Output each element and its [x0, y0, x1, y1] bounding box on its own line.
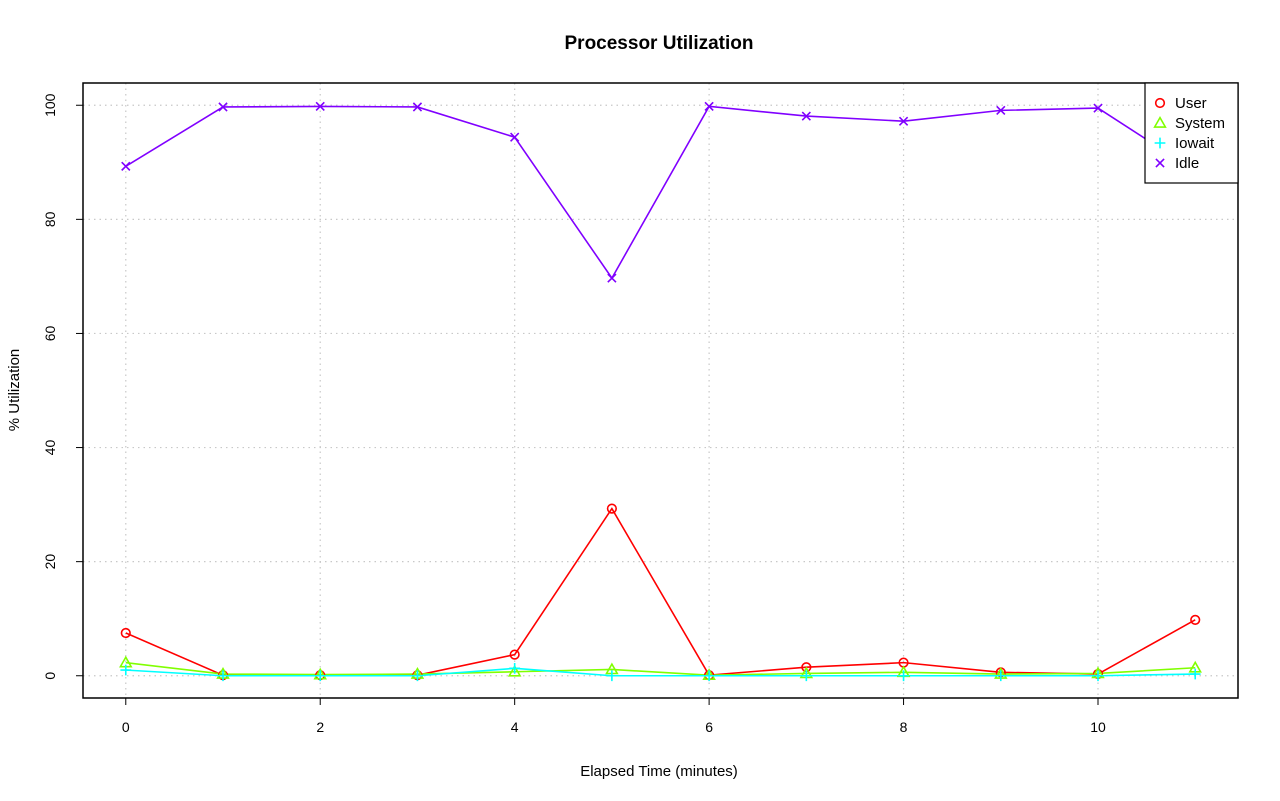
x-tick-label: 4	[511, 719, 519, 735]
x-tick-label: 2	[316, 719, 324, 735]
data-point-idle	[996, 105, 1006, 116]
data-point-iowait	[509, 662, 521, 674]
legend-marker-iowait	[1154, 137, 1166, 149]
chart-title: Processor Utilization	[565, 33, 754, 54]
series-line-idle	[125, 105, 1196, 280]
x-tick-label: 10	[1090, 719, 1106, 735]
data-point-iowait	[412, 670, 423, 682]
x-tick-label: 8	[900, 719, 908, 735]
data-point-user	[1190, 614, 1201, 625]
data-point-idle	[510, 132, 520, 142]
data-point-iowait	[1092, 670, 1104, 682]
legend-marker-system	[1153, 116, 1167, 128]
data-point-idle	[121, 161, 131, 171]
data-point-iowait	[606, 670, 618, 682]
y-tick-label: 20	[42, 554, 58, 570]
series-line-system	[125, 661, 1196, 676]
x-axis-label: Elapsed Time (minutes)	[580, 763, 738, 780]
series-line-iowait	[125, 667, 1196, 677]
data-point-idle	[315, 101, 325, 112]
y-tick-label: 80	[42, 211, 58, 227]
legend: User System Iowait Idle	[1144, 82, 1239, 184]
data-point-idle	[607, 273, 617, 283]
y-tick-label: 60	[42, 325, 58, 341]
y-tick-label: 100	[42, 93, 58, 117]
data-point-iowait	[1189, 668, 1201, 680]
x-axis: 0 2 4 6 8 10	[122, 698, 1106, 735]
data-point-user	[509, 649, 520, 660]
x-tick-label: 6	[705, 719, 713, 735]
data-point-idle	[412, 102, 423, 112]
data-point-idle	[1093, 103, 1103, 113]
legend-label-idle: Idle	[1175, 155, 1199, 172]
series-markers	[119, 101, 1202, 682]
data-point-iowait	[703, 670, 715, 682]
legend-label-iowait: Iowait	[1175, 135, 1215, 152]
legend-marker-idle	[1155, 158, 1165, 168]
x-tick-label: 0	[122, 719, 130, 735]
legend-box	[1144, 82, 1239, 184]
data-point-user	[606, 503, 617, 514]
legend-marker-user	[1154, 97, 1166, 109]
data-point-iowait	[120, 664, 132, 676]
data-point-iowait	[898, 670, 909, 682]
y-tick-label: 40	[42, 440, 58, 456]
y-tick-label: 0	[42, 672, 58, 680]
data-point-idle	[801, 111, 811, 121]
data-point-iowait	[995, 670, 1007, 682]
series-lines	[125, 105, 1196, 677]
y-axis: 0 20 40 60 80 100	[42, 93, 83, 680]
legend-label-system: System	[1175, 115, 1225, 132]
plot-frame	[82, 82, 1239, 699]
data-point-iowait	[800, 670, 812, 682]
data-point-idle	[898, 116, 909, 126]
legend-label-user: User	[1175, 95, 1207, 112]
data-point-system	[507, 664, 522, 677]
data-point-iowait	[217, 670, 229, 682]
data-point-user	[120, 627, 131, 639]
y-axis-label: % Utilization	[6, 349, 23, 432]
data-point-idle	[704, 101, 714, 112]
data-point-iowait	[314, 670, 326, 682]
data-point-idle	[218, 102, 228, 112]
